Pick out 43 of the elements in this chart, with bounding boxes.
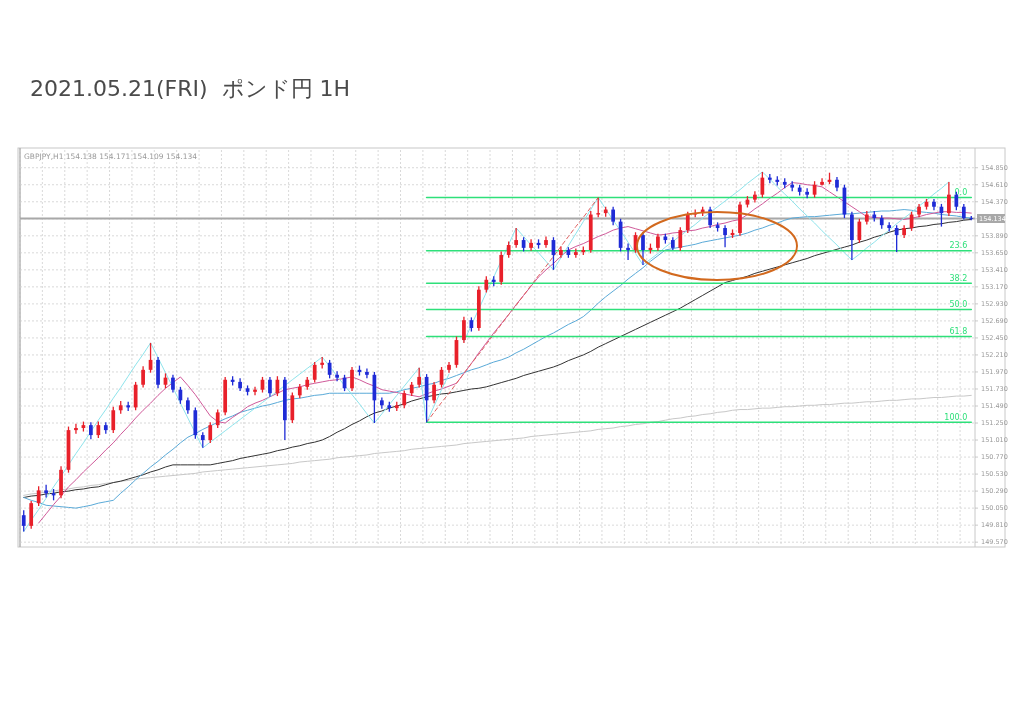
candlestick	[432, 381, 436, 404]
candlestick	[44, 484, 48, 499]
candlestick	[685, 211, 690, 234]
candlestick	[529, 238, 533, 252]
candlestick	[626, 242, 630, 261]
series-label: 0.0	[954, 188, 968, 198]
candlestick	[611, 206, 616, 226]
candlestick	[335, 370, 339, 382]
candlestick	[559, 245, 563, 259]
candlestick	[947, 181, 951, 217]
candlestick	[894, 224, 899, 253]
candlestick	[312, 361, 317, 384]
series-label: 38.2	[949, 273, 968, 283]
candlestick	[133, 381, 138, 411]
candlestick	[417, 367, 422, 389]
series-label: 61.8	[949, 327, 968, 337]
candlestick	[379, 396, 384, 410]
series-label: 23.6	[949, 241, 968, 251]
candlestick	[74, 423, 78, 435]
candlestick	[215, 408, 220, 429]
chart-title: 2021.05.21(FRI) ポンド円 1H	[30, 76, 351, 101]
candlestick	[111, 406, 116, 434]
candlestick	[208, 421, 213, 444]
candlestick	[760, 171, 765, 199]
series-label: 100.0	[944, 412, 968, 422]
candlestick	[641, 231, 645, 266]
candlestick	[857, 218, 862, 244]
candlestick	[596, 196, 601, 219]
candlestick	[723, 224, 727, 248]
candlestick	[29, 500, 34, 530]
candlestick	[21, 509, 26, 533]
candlestick	[514, 227, 519, 249]
series-label: 50.0	[949, 300, 968, 310]
candlestick	[805, 187, 809, 199]
candlestick	[253, 386, 257, 397]
candlestick	[365, 367, 369, 379]
candlestick	[36, 485, 41, 507]
candlestick	[462, 316, 466, 344]
line-series	[426, 197, 599, 423]
candlestick	[268, 376, 272, 398]
candlestick	[678, 226, 683, 252]
candlestick	[350, 366, 354, 392]
candlestick	[141, 365, 145, 389]
